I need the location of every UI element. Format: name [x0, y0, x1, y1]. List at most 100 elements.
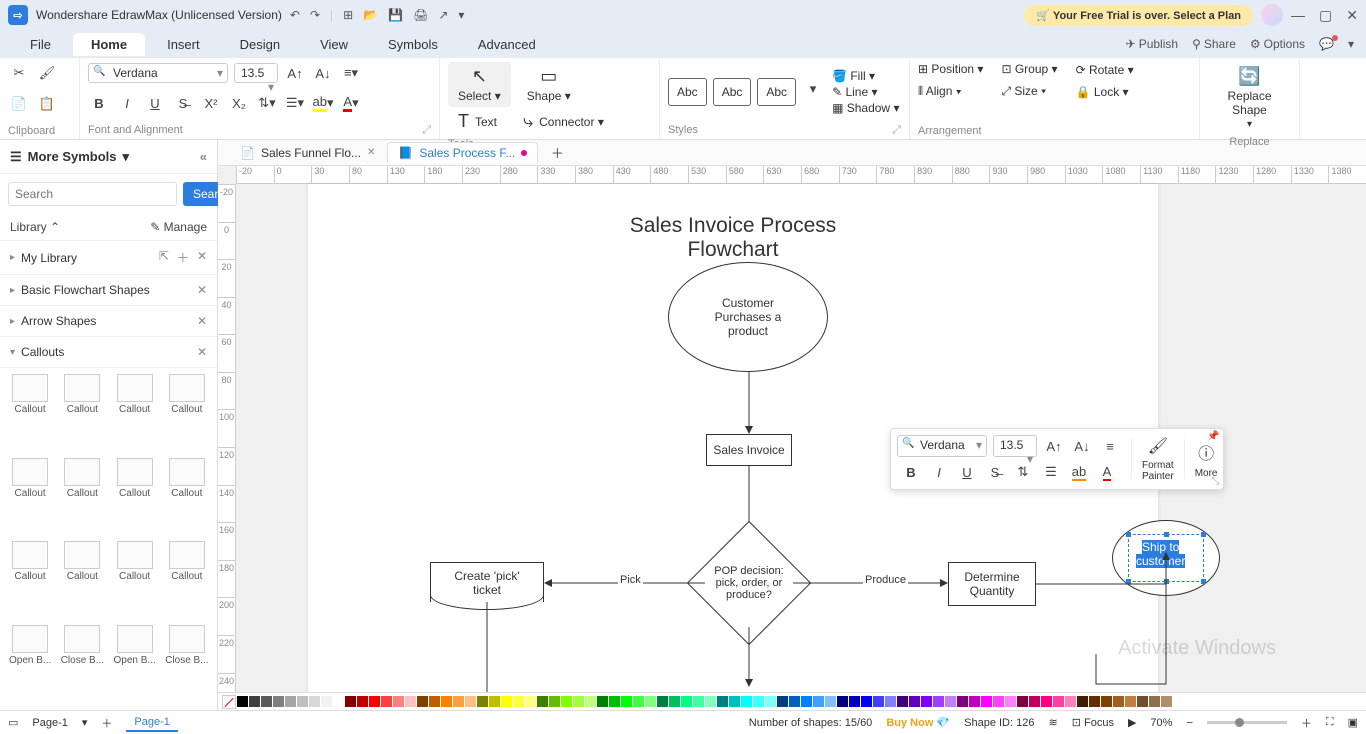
- paste-icon[interactable]: 📋: [36, 93, 58, 115]
- color-swatch[interactable]: [1017, 696, 1028, 707]
- shape-thumb[interactable]: Callout: [111, 458, 159, 538]
- color-swatch[interactable]: [441, 696, 452, 707]
- color-swatch[interactable]: [921, 696, 932, 707]
- color-swatch[interactable]: [1113, 696, 1124, 707]
- search-input[interactable]: [8, 182, 177, 206]
- cat-my-library[interactable]: ▸My Library ⇱＋✕: [0, 241, 217, 275]
- fullscreen-icon[interactable]: ▣: [1348, 716, 1358, 729]
- lock-button[interactable]: 🔒 Lock ▾: [1076, 85, 1134, 99]
- shape-tool[interactable]: ▭Shape ▾: [517, 62, 581, 107]
- add-icon[interactable]: ＋: [177, 249, 189, 266]
- publish-button[interactable]: ✈ Publish: [1126, 37, 1178, 51]
- focus-button[interactable]: ⊡ Focus: [1072, 716, 1114, 729]
- color-swatch[interactable]: [549, 696, 560, 707]
- font-dialog-icon[interactable]: ⤢: [422, 124, 431, 137]
- remove-icon[interactable]: ✕: [197, 249, 207, 266]
- shape-thumb[interactable]: Close B...: [163, 625, 211, 705]
- color-swatch[interactable]: [465, 696, 476, 707]
- edge-label-produce[interactable]: Produce: [863, 574, 908, 586]
- float-size-selector[interactable]: 13.5: [993, 435, 1037, 457]
- shape-thumb[interactable]: Open B...: [6, 625, 54, 705]
- shape-thumb[interactable]: Callout: [58, 458, 106, 538]
- node-invoice[interactable]: Sales Invoice: [706, 434, 792, 466]
- rotate-button[interactable]: ⟳ Rotate ▾: [1076, 63, 1134, 77]
- color-swatch[interactable]: [501, 696, 512, 707]
- zoom-level[interactable]: 70%: [1150, 717, 1172, 729]
- format-painter-icon[interactable]: 🖌: [36, 62, 58, 84]
- color-swatch[interactable]: [885, 696, 896, 707]
- color-swatch[interactable]: [705, 696, 716, 707]
- position-button[interactable]: ⊞ Position ▾: [918, 62, 983, 76]
- close-icon[interactable]: ✕: [1346, 7, 1358, 24]
- color-swatch[interactable]: [933, 696, 944, 707]
- style-preset-2[interactable]: Abc: [713, 78, 752, 106]
- float-fontcolor-icon[interactable]: A: [1096, 461, 1118, 483]
- color-swatch[interactable]: [657, 696, 668, 707]
- doc-tab-2[interactable]: 📘 Sales Process F...: [387, 142, 538, 163]
- italic-icon[interactable]: I: [116, 92, 138, 114]
- shape-thumb[interactable]: Callout: [163, 374, 211, 454]
- color-swatch[interactable]: [873, 696, 884, 707]
- remove-icon[interactable]: ✕: [197, 283, 207, 297]
- shape-thumb[interactable]: Callout: [6, 458, 54, 538]
- remove-icon[interactable]: ✕: [197, 345, 207, 359]
- color-swatch[interactable]: [669, 696, 680, 707]
- user-avatar[interactable]: [1261, 4, 1283, 26]
- underline-icon[interactable]: U: [144, 92, 166, 114]
- float-strike-icon[interactable]: S̶: [984, 461, 1006, 483]
- collapse-sidebar-icon[interactable]: «: [200, 149, 207, 164]
- print-icon[interactable]: 🖨: [413, 8, 428, 22]
- color-swatch[interactable]: [1053, 696, 1064, 707]
- redo-icon[interactable]: ↷: [310, 8, 320, 22]
- float-underline-icon[interactable]: U: [956, 461, 978, 483]
- new-icon[interactable]: ⊞: [343, 8, 353, 22]
- color-swatch[interactable]: [957, 696, 968, 707]
- font-color-icon[interactable]: A▾: [340, 92, 362, 114]
- highlight-icon[interactable]: ab▾: [312, 92, 334, 114]
- page-dropdown-icon[interactable]: ▾: [82, 716, 88, 729]
- color-swatch[interactable]: [777, 696, 788, 707]
- manage-button[interactable]: ✎ Manage: [150, 220, 207, 234]
- superscript-icon[interactable]: X²: [200, 92, 222, 114]
- zoom-out-icon[interactable]: −: [1186, 717, 1192, 729]
- menu-more-icon[interactable]: ▾: [1348, 37, 1354, 51]
- copy-icon[interactable]: 📄: [8, 93, 30, 115]
- maximize-icon[interactable]: ▢: [1319, 7, 1332, 24]
- tab-file[interactable]: File: [12, 33, 69, 56]
- color-swatch[interactable]: [741, 696, 752, 707]
- tab-symbols[interactable]: Symbols: [370, 33, 456, 56]
- float-format-painter[interactable]: 🖌 Format Painter: [1142, 436, 1174, 482]
- color-swatch[interactable]: [681, 696, 692, 707]
- color-swatch[interactable]: [849, 696, 860, 707]
- color-swatch[interactable]: [597, 696, 608, 707]
- shape-thumb[interactable]: Callout: [163, 458, 211, 538]
- shape-thumb[interactable]: Callout: [163, 541, 211, 621]
- options-button[interactable]: ⚙ Options: [1250, 37, 1305, 51]
- shadow-button[interactable]: ▦ Shadow ▾: [832, 101, 899, 115]
- align-button[interactable]: ⫴ Align ▾: [918, 84, 983, 99]
- shape-thumb[interactable]: Open B...: [111, 625, 159, 705]
- color-swatch[interactable]: [525, 696, 536, 707]
- tab-design[interactable]: Design: [222, 33, 298, 56]
- color-swatch[interactable]: [273, 696, 284, 707]
- shape-thumb[interactable]: Close B...: [58, 625, 106, 705]
- page-tab[interactable]: Page-1: [126, 714, 177, 732]
- color-swatch[interactable]: [513, 696, 524, 707]
- color-swatch[interactable]: [297, 696, 308, 707]
- color-swatch[interactable]: [1125, 696, 1136, 707]
- color-swatch[interactable]: [1101, 696, 1112, 707]
- color-swatch[interactable]: [261, 696, 272, 707]
- color-swatch[interactable]: [609, 696, 620, 707]
- presentation-icon[interactable]: ▶: [1128, 716, 1136, 729]
- color-swatch[interactable]: [1089, 696, 1100, 707]
- style-preset-3[interactable]: Abc: [757, 78, 796, 106]
- shape-thumb[interactable]: Callout: [111, 374, 159, 454]
- color-swatch[interactable]: [1149, 696, 1160, 707]
- color-swatch[interactable]: [237, 696, 248, 707]
- increase-font-icon[interactable]: A↑: [284, 62, 306, 84]
- color-swatch[interactable]: [825, 696, 836, 707]
- color-swatch[interactable]: [765, 696, 776, 707]
- color-swatch[interactable]: [909, 696, 920, 707]
- layers-icon[interactable]: ≋: [1048, 716, 1057, 729]
- new-tab-icon[interactable]: ＋: [546, 142, 568, 164]
